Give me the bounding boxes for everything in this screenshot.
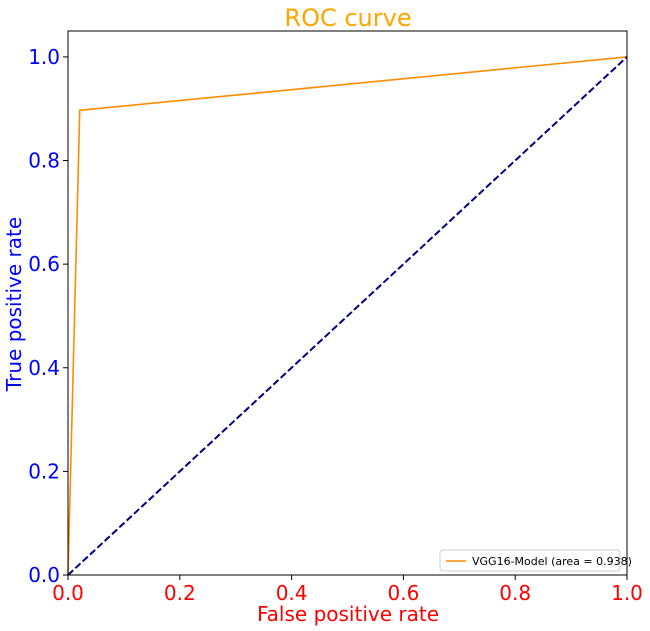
- x-tick-label: 1.0: [611, 581, 643, 605]
- plot-frame: [67, 30, 628, 576]
- legend-box: [439, 549, 621, 572]
- y-axis: 0.0 0.2 0.4 0.6 0.8 1.0: [28, 45, 68, 587]
- diagonal-reference-line: [67, 56, 628, 576]
- y-tick-label: 1.0: [28, 45, 60, 69]
- y-tick-label: 0.0: [28, 563, 60, 587]
- y-axis-label: True positive rate: [2, 217, 26, 392]
- chart-title: ROC curve: [284, 4, 411, 32]
- legend-entry: VGG16-Model (area = 0.938): [472, 555, 632, 568]
- x-axis-label: False positive rate: [257, 602, 439, 626]
- x-tick-label: 0.8: [499, 581, 531, 605]
- x-tick-label: 0.6: [387, 581, 419, 605]
- x-axis: 0.0 0.2 0.4 0.6 0.8 1.0: [52, 575, 643, 605]
- y-tick-label: 0.6: [28, 252, 60, 276]
- legend: VGG16-Model (area = 0.938): [439, 549, 632, 572]
- roc-curve-line: [67, 56, 628, 576]
- y-tick-label: 0.8: [28, 149, 60, 173]
- y-tick-label: 0.4: [28, 356, 60, 380]
- series-layer: [67, 56, 628, 576]
- y-tick-label: 0.2: [28, 459, 60, 483]
- x-tick-label: 0.2: [164, 581, 196, 605]
- x-tick-label: 0.0: [52, 581, 84, 605]
- x-tick-label: 0.4: [276, 581, 308, 605]
